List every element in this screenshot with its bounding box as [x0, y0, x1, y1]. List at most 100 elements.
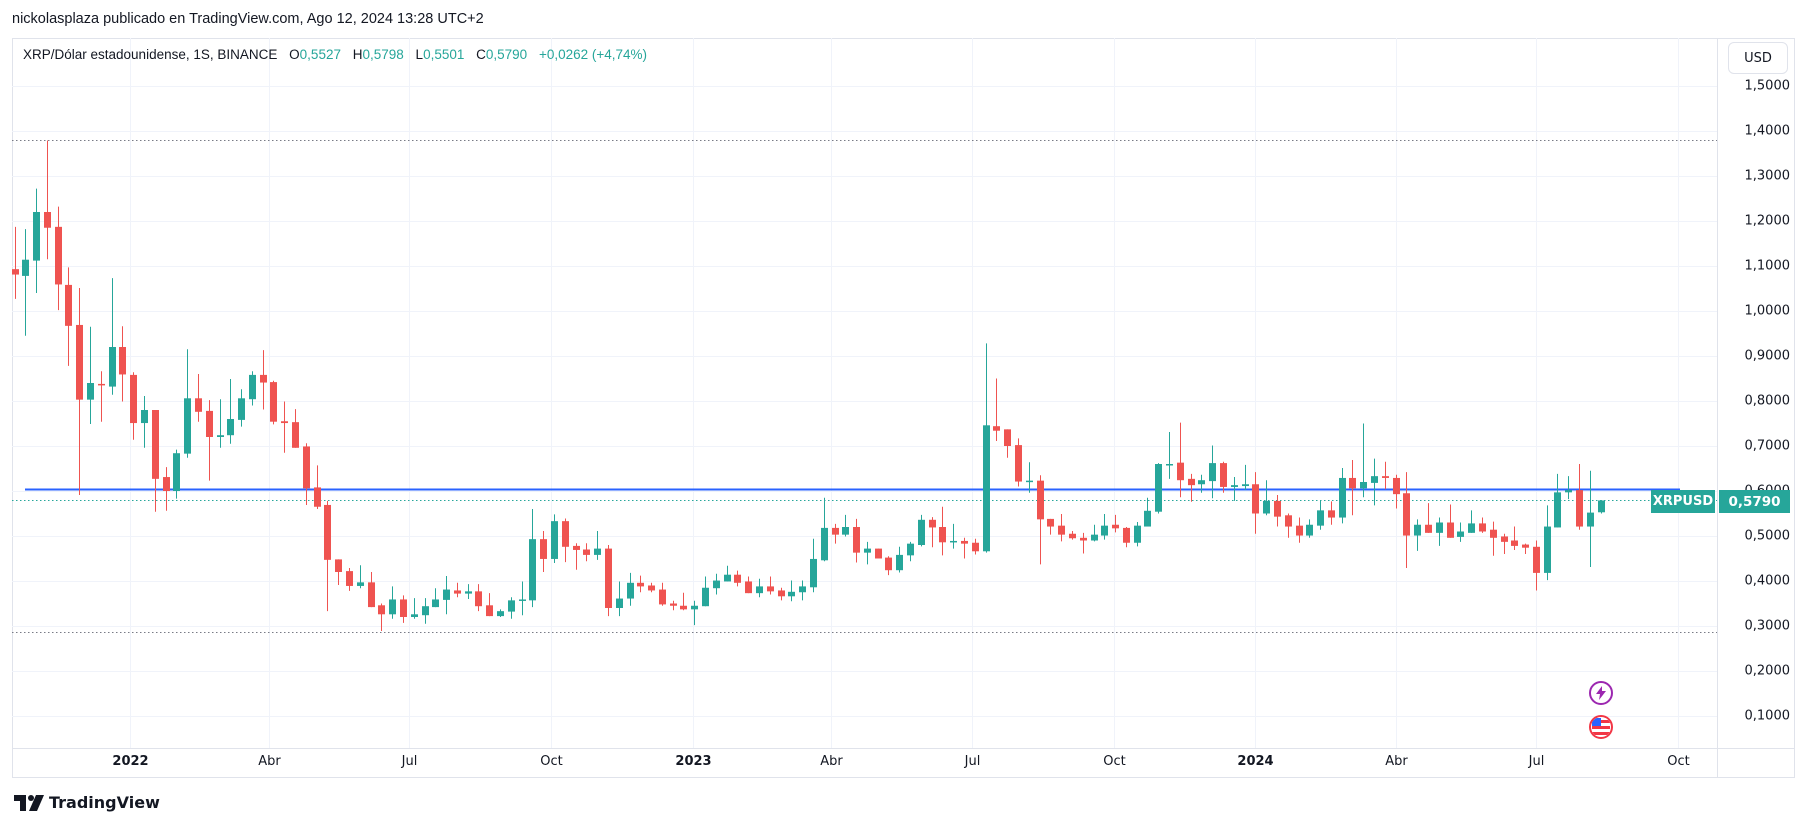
- candle: [1155, 463, 1162, 514]
- candle: [1231, 477, 1238, 501]
- publish-info: nickolasplaza publicado en TradingView.c…: [12, 11, 484, 27]
- candle: [324, 500, 331, 612]
- candle: [1447, 504, 1454, 538]
- price-tick-label: 0,5000: [1744, 528, 1791, 544]
- candle: [627, 572, 634, 606]
- candle: [206, 400, 213, 481]
- time-tick-label: 2022: [112, 754, 149, 769]
- candle-body: [950, 540, 957, 543]
- candle: [389, 586, 396, 619]
- candle: [1015, 438, 1022, 487]
- candle: [929, 517, 936, 548]
- candle-body: [724, 574, 731, 582]
- candle-body: [87, 383, 94, 400]
- candle-body: [1231, 485, 1238, 487]
- time-tick-label: Abr: [1385, 754, 1408, 769]
- candle: [465, 584, 472, 599]
- lightning-icon[interactable]: [1589, 681, 1613, 705]
- candle: [1144, 497, 1151, 527]
- candle: [1058, 513, 1065, 542]
- symbol-title[interactable]: XRP/Dólar estadounidense, 1S, BINANCE: [23, 47, 278, 62]
- candle-body: [152, 410, 159, 479]
- candle: [1296, 517, 1303, 543]
- candle-body: [260, 374, 267, 383]
- candle: [767, 576, 774, 595]
- candle: [109, 278, 116, 395]
- tradingview-logo[interactable]: TradingView: [14, 793, 160, 812]
- candle-body: [1123, 527, 1130, 543]
- candle-body: [195, 398, 202, 412]
- candle: [195, 374, 202, 422]
- candle-body: [454, 590, 461, 594]
- candle: [1371, 458, 1378, 506]
- candle-body: [335, 559, 342, 572]
- candle-body: [1274, 500, 1281, 517]
- candle-body: [281, 421, 288, 424]
- candle: [1112, 514, 1119, 533]
- candle: [141, 396, 148, 448]
- currency-button[interactable]: USD: [1728, 42, 1788, 74]
- candle-body: [1252, 484, 1259, 514]
- time-tick-label: Jul: [964, 754, 981, 769]
- candle-body: [1080, 537, 1087, 541]
- chart-frame[interactable]: [12, 38, 1795, 778]
- candle: [1198, 474, 1205, 493]
- candle-body: [1091, 534, 1098, 541]
- candle-body: [691, 605, 698, 610]
- candle-body: [1209, 463, 1216, 482]
- candle-body: [303, 446, 310, 489]
- candle-body: [896, 554, 903, 571]
- candle: [1436, 517, 1443, 546]
- candle: [508, 597, 515, 619]
- candle: [238, 389, 245, 427]
- candle: [842, 514, 849, 537]
- candle: [65, 267, 72, 366]
- candle: [983, 343, 990, 553]
- candle-body: [1403, 493, 1410, 536]
- candle-body: [486, 605, 493, 617]
- candle: [281, 401, 288, 453]
- tradingview-logo-icon: [14, 794, 44, 811]
- candle: [1425, 503, 1432, 533]
- candle: [1414, 519, 1421, 551]
- candle-body: [1360, 482, 1367, 489]
- candle: [1177, 422, 1184, 498]
- candle-body: [993, 426, 1000, 431]
- candle-body: [1188, 478, 1195, 486]
- candle-body: [1037, 480, 1044, 520]
- candle: [1242, 464, 1249, 491]
- candle-body: [1317, 510, 1324, 526]
- candle-body: [368, 582, 375, 608]
- candle: [1382, 461, 1389, 490]
- horizontal-lines: [12, 140, 1717, 633]
- candle: [885, 556, 892, 576]
- candle-body: [130, 374, 137, 424]
- time-tick-label: 2024: [1237, 754, 1274, 769]
- candle: [55, 206, 62, 311]
- candle-body: [324, 504, 331, 560]
- last-price-tag: 0,5790: [1719, 490, 1790, 513]
- candle-body: [583, 549, 590, 555]
- candle-body: [1436, 522, 1443, 533]
- candle: [400, 595, 407, 623]
- price-tick-label: 1,4000: [1744, 123, 1791, 139]
- time-tick-label: Oct: [1667, 754, 1690, 769]
- candle-body: [55, 226, 62, 285]
- us-flag-icon[interactable]: [1589, 715, 1613, 739]
- candle: [454, 582, 461, 598]
- candle: [573, 543, 580, 570]
- candle: [529, 509, 536, 608]
- time-tick-label: Jul: [401, 754, 418, 769]
- candle-body: [907, 543, 914, 556]
- candle-body: [1306, 524, 1313, 536]
- candle-body: [637, 582, 644, 587]
- candle: [540, 531, 547, 572]
- candle: [1252, 472, 1259, 534]
- candle: [778, 587, 785, 601]
- candle-body: [627, 582, 634, 599]
- candle: [432, 588, 439, 608]
- candle-body: [1242, 484, 1249, 487]
- candle: [691, 600, 698, 626]
- candle-body: [1134, 525, 1141, 543]
